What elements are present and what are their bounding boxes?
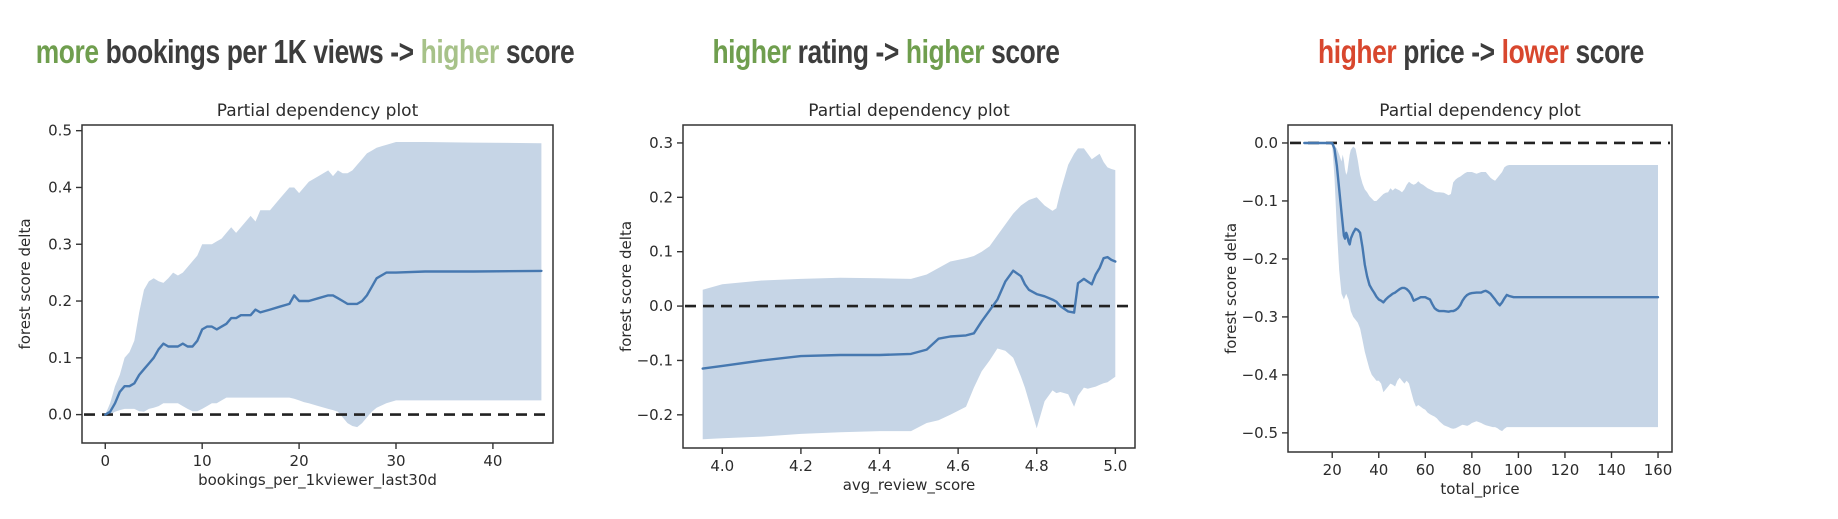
headline-part: rating ->	[797, 33, 906, 70]
mean-line	[104, 269, 543, 416]
x-tick-label: 4.8	[1025, 457, 1049, 475]
headline-part: higher	[420, 33, 506, 70]
chart-title: Partial dependency plot	[808, 101, 1010, 121]
pdp-chart-pdp-bookings: 0 10 20 30 40 0.0 0.1 0.2 0.3 0.4 0.5 Partial depen…	[16, 101, 554, 490]
headline-part: lower	[1501, 33, 1576, 70]
x-tick-label: 140	[1597, 461, 1626, 479]
x-tick-label: 20	[290, 452, 309, 470]
headline-part: bookings per 1K views ->	[105, 33, 421, 70]
y-axis-label: forest score delta	[617, 221, 635, 352]
y-tick-label: −0.4	[1242, 366, 1278, 384]
headline-part: score	[991, 33, 1060, 70]
x-tick-label: 160	[1644, 461, 1673, 479]
pdp-chart-pdp-rating: 4.0 4.2 4.4 4.6 4.8 5.0 −0.2 −0.1 0.0 0.1 0.2 0.3 Pa…	[617, 101, 1136, 495]
x-tick-label: 40	[483, 452, 502, 470]
y-tick-label: 0.1	[649, 243, 673, 261]
pdp-chart-pdp-price: 20 40 60 80 100 120 140 160 −0.5 −0.4 −0.3 −0.2 −0.1…	[1222, 101, 1673, 499]
x-tick-label: 4.2	[789, 457, 813, 475]
mean-line	[701, 255, 1117, 370]
y-tick-label: −0.3	[1242, 308, 1278, 326]
x-tick-label: 40	[1369, 461, 1388, 479]
y-axis-label: forest score delta	[16, 218, 34, 349]
headline-rating: higher rating -> higher score	[712, 33, 1059, 71]
axes-box	[81, 124, 554, 444]
x-tick-label: 0	[100, 452, 110, 470]
x-tick-label: 5.0	[1103, 457, 1127, 475]
y-tick-label: 0.2	[649, 188, 673, 206]
chart-title: Partial dependency plot	[1379, 101, 1581, 121]
x-tick-label: 30	[386, 452, 405, 470]
headline-bookings: more bookings per 1K views -> higher sco…	[36, 33, 575, 71]
headline-part: price ->	[1403, 33, 1502, 70]
y-tick-label: 0.0	[649, 297, 673, 315]
confidence-band	[1304, 143, 1658, 432]
x-axis-label: avg_review_score	[843, 476, 976, 495]
chart-title: Partial dependency plot	[217, 101, 419, 121]
y-tick-label: 0.2	[48, 292, 72, 310]
x-tick-label: 4.4	[868, 457, 892, 475]
y-tick-label: 0.3	[48, 235, 72, 253]
y-tick-label: 0.4	[48, 178, 72, 196]
headline-part: score	[505, 33, 575, 70]
y-axis-label: forest score delta	[1222, 223, 1240, 354]
headline-price: higher price -> lower score	[1318, 33, 1644, 71]
headline-part: higher	[1318, 33, 1404, 70]
y-tick-label: −0.2	[637, 406, 673, 424]
x-tick-label: 80	[1462, 461, 1481, 479]
headline-part: higher	[712, 33, 798, 70]
x-tick-label: 100	[1504, 461, 1533, 479]
x-tick-label: 4.6	[946, 457, 970, 475]
mean-line	[1303, 141, 1660, 313]
y-tick-label: 0.3	[649, 134, 673, 152]
y-tick-label: 0.0	[1254, 134, 1278, 152]
y-tick-label: −0.1	[1242, 192, 1278, 210]
y-tick-label: 0.0	[48, 406, 72, 424]
y-tick-label: 0.5	[48, 122, 72, 140]
x-tick-label: 20	[1323, 461, 1342, 479]
y-tick-label: −0.2	[1242, 250, 1278, 268]
headline-part: more	[35, 33, 106, 70]
x-axis-label: total_price	[1440, 480, 1519, 499]
x-tick-label: 4.0	[710, 457, 734, 475]
headline-part: score	[1575, 33, 1645, 70]
x-tick-label: 120	[1551, 461, 1580, 479]
y-tick-label: −0.5	[1242, 424, 1278, 442]
confidence-band	[105, 142, 542, 428]
axes-box	[682, 124, 1136, 449]
headline-part: higher	[905, 33, 992, 70]
x-tick-label: 10	[193, 452, 212, 470]
x-tick-label: 60	[1416, 461, 1435, 479]
confidence-band	[702, 148, 1116, 440]
x-axis-label: bookings_per_1kviewer_last30d	[198, 471, 437, 490]
y-tick-label: 0.1	[48, 349, 72, 367]
axes-box	[1287, 124, 1673, 453]
y-tick-label: −0.1	[637, 351, 673, 369]
